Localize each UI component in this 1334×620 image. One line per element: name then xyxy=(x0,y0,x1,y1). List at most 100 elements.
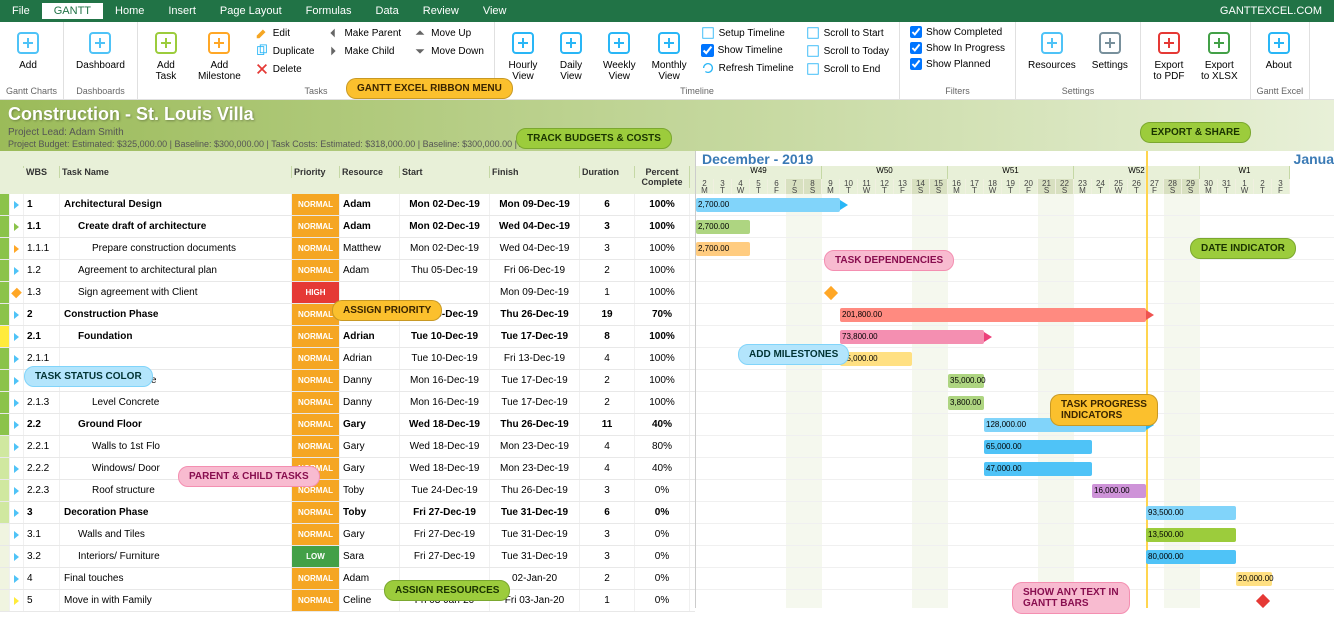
gantt-bar[interactable]: 2,700.00 xyxy=(696,198,840,212)
task-row[interactable]: 5 Move in with Family NORMAL Celine Fri … xyxy=(0,590,695,612)
task-row[interactable]: 2.2.1 Walls to 1st Flo NORMAL Gary Wed 1… xyxy=(0,436,695,458)
add-milestone-button[interactable]: AddMilestone xyxy=(192,25,247,84)
gantt-bar[interactable]: 80,000.00 xyxy=(1146,550,1236,564)
monthly-button[interactable]: MonthlyView xyxy=(646,25,693,84)
task-row[interactable]: 2.1.3 Level Concrete NORMAL Danny Mon 16… xyxy=(0,392,695,414)
priority-cell[interactable]: NORMAL xyxy=(292,216,340,237)
milestone-diamond[interactable] xyxy=(824,286,838,300)
add-chart-button[interactable]: Add xyxy=(6,25,50,73)
task-row[interactable]: 3 Decoration Phase NORMAL Toby Fri 27-De… xyxy=(0,502,695,524)
row-marker[interactable] xyxy=(10,458,24,479)
priority-cell[interactable]: NORMAL xyxy=(292,414,340,435)
scroll-end-button[interactable]: Scroll to End xyxy=(802,61,893,77)
task-row[interactable]: 3.2 Interiors/ Furniture LOW Sara Fri 27… xyxy=(0,546,695,568)
col-header[interactable]: PercentComplete xyxy=(635,166,690,188)
task-row[interactable]: 1.2 Agreement to architectural plan NORM… xyxy=(0,260,695,282)
duplicate-button[interactable]: Duplicate xyxy=(251,43,319,59)
col-header[interactable] xyxy=(0,166,24,168)
gantt-bar[interactable]: 20,000.00 xyxy=(1236,572,1272,586)
show-planned-check[interactable]: Show Planned xyxy=(906,57,1009,71)
row-marker[interactable] xyxy=(10,260,24,281)
row-marker[interactable] xyxy=(10,282,24,303)
priority-cell[interactable]: NORMAL xyxy=(292,326,340,347)
row-marker[interactable] xyxy=(10,238,24,259)
task-row[interactable]: 2.1 Foundation NORMAL Adrian Tue 10-Dec-… xyxy=(0,326,695,348)
gantt-bar[interactable]: 35,000.00 xyxy=(948,374,984,388)
row-marker[interactable] xyxy=(10,304,24,325)
menu-tab-page layout[interactable]: Page Layout xyxy=(208,3,294,19)
priority-cell[interactable]: HIGH xyxy=(292,282,340,303)
priority-cell[interactable]: NORMAL xyxy=(292,392,340,413)
menu-tab-home[interactable]: Home xyxy=(103,3,156,19)
gantt-bar[interactable]: 2,700.00 xyxy=(696,220,750,234)
row-marker[interactable] xyxy=(10,590,24,611)
row-marker[interactable] xyxy=(10,326,24,347)
show-inprogress-check[interactable]: Show In Progress xyxy=(906,41,1009,55)
menu-tab-view[interactable]: View xyxy=(471,3,519,19)
move-up-button[interactable]: Move Up xyxy=(409,25,488,41)
menu-tab-formulas[interactable]: Formulas xyxy=(294,3,364,19)
export-xlsx-button[interactable]: Exportto XLSX xyxy=(1195,25,1244,84)
scroll-today-button[interactable]: Scroll to Today xyxy=(802,43,893,59)
col-header[interactable]: Priority xyxy=(292,166,340,178)
task-row[interactable]: 2.2 Ground Floor NORMAL Gary Wed 18-Dec-… xyxy=(0,414,695,436)
row-marker[interactable] xyxy=(10,370,24,391)
task-row[interactable]: 2.2.2 Windows/ Door NORMAL Gary Wed 18-D… xyxy=(0,458,695,480)
gantt-bar[interactable]: 35,000.00 xyxy=(840,352,912,366)
task-row[interactable]: 1.1 Create draft of architecture NORMAL … xyxy=(0,216,695,238)
refresh-timeline-button[interactable]: Refresh Timeline xyxy=(697,60,798,76)
col-header[interactable]: WBS xyxy=(24,166,60,178)
priority-cell[interactable]: NORMAL xyxy=(292,260,340,281)
task-row[interactable]: 3.1 Walls and Tiles NORMAL Gary Fri 27-D… xyxy=(0,524,695,546)
priority-cell[interactable]: NORMAL xyxy=(292,568,340,589)
milestone-diamond[interactable] xyxy=(1256,594,1270,608)
row-marker[interactable] xyxy=(10,568,24,589)
make-child-button[interactable]: Make Child xyxy=(322,43,405,59)
col-header[interactable]: Duration xyxy=(580,166,635,178)
scroll-start-button[interactable]: Scroll to Start xyxy=(802,25,893,41)
delete-button[interactable]: Delete xyxy=(251,61,319,77)
gantt-bar[interactable]: 3,800.00 xyxy=(948,396,984,410)
menu-tab-insert[interactable]: Insert xyxy=(156,3,208,19)
settings-button[interactable]: Settings xyxy=(1086,25,1134,73)
priority-cell[interactable]: NORMAL xyxy=(292,524,340,545)
gantt-bar[interactable]: 13,500.00 xyxy=(1146,528,1236,542)
priority-cell[interactable]: NORMAL xyxy=(292,348,340,369)
make-parent-button[interactable]: Make Parent xyxy=(322,25,405,41)
gantt-bar[interactable]: 47,000.00 xyxy=(984,462,1092,476)
row-marker[interactable] xyxy=(10,502,24,523)
priority-cell[interactable]: NORMAL xyxy=(292,370,340,391)
row-marker[interactable] xyxy=(10,480,24,501)
col-header[interactable]: Resource xyxy=(340,166,400,178)
row-marker[interactable] xyxy=(10,546,24,567)
export-pdf-button[interactable]: Exportto PDF xyxy=(1147,25,1191,84)
menu-tab-data[interactable]: Data xyxy=(364,3,411,19)
setup-timeline-button[interactable]: Setup Timeline xyxy=(697,25,798,41)
resources-button[interactable]: Resources xyxy=(1022,25,1082,73)
gantt-bar[interactable]: 93,500.00 xyxy=(1146,506,1236,520)
priority-cell[interactable]: NORMAL xyxy=(292,436,340,457)
row-marker[interactable] xyxy=(10,348,24,369)
menu-tab-file[interactable]: File xyxy=(0,3,42,19)
menu-tab-review[interactable]: Review xyxy=(411,3,471,19)
gantt-bar[interactable]: 65,000.00 xyxy=(984,440,1092,454)
row-marker[interactable] xyxy=(10,216,24,237)
show-timeline-button[interactable]: Show Timeline xyxy=(697,43,798,58)
priority-cell[interactable]: NORMAL xyxy=(292,502,340,523)
menu-tab-gantt[interactable]: GANTT xyxy=(42,3,103,19)
gantt-bar[interactable]: 16,000.00 xyxy=(1092,484,1146,498)
gantt-bar[interactable]: 73,800.00 xyxy=(840,330,984,344)
row-marker[interactable] xyxy=(10,436,24,457)
add-task-button[interactable]: AddTask xyxy=(144,25,188,84)
edit-button[interactable]: Edit xyxy=(251,25,319,41)
show-completed-check[interactable]: Show Completed xyxy=(906,25,1009,39)
row-marker[interactable] xyxy=(10,194,24,215)
task-row[interactable]: 2.2.3 Roof structure NORMAL Toby Tue 24-… xyxy=(0,480,695,502)
move-down-button[interactable]: Move Down xyxy=(409,43,488,59)
col-header[interactable]: Finish xyxy=(490,166,580,178)
dashboard-button[interactable]: Dashboard xyxy=(70,25,131,73)
gantt-bar[interactable]: 2,700.00 xyxy=(696,242,750,256)
gantt-bar[interactable]: 201,800.00 xyxy=(840,308,1146,322)
priority-cell[interactable]: LOW xyxy=(292,546,340,567)
task-row[interactable]: 1 Architectural Design NORMAL Adam Mon 0… xyxy=(0,194,695,216)
